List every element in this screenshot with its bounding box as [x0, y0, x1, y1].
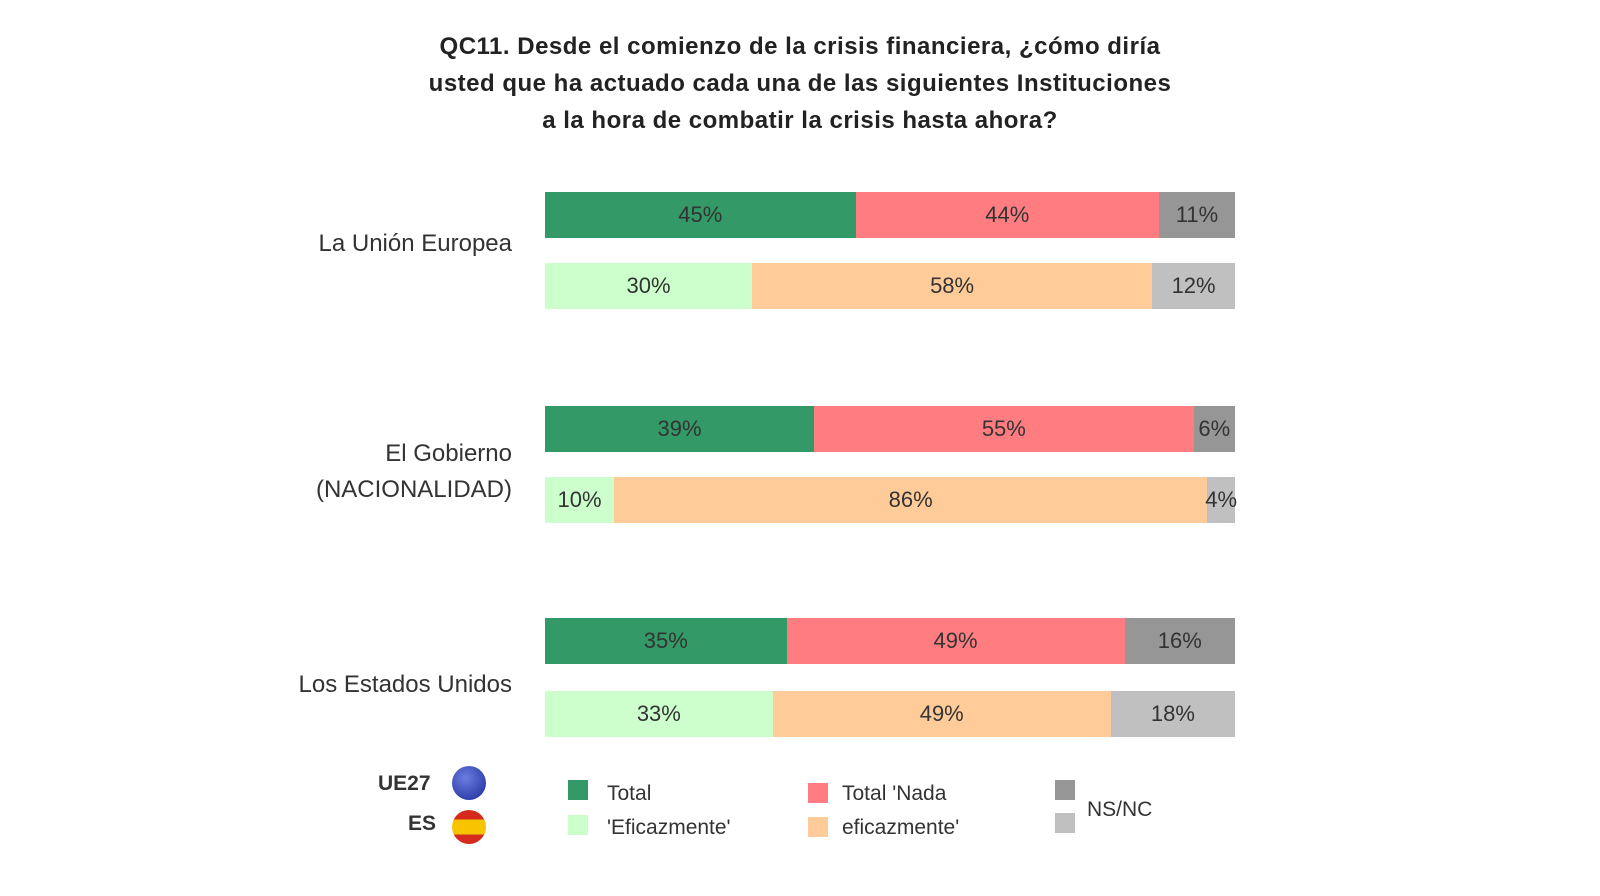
bar-es: 33% 49% 18% — [545, 691, 1235, 737]
legend-swatch — [808, 783, 828, 803]
bar-segment — [1193, 406, 1235, 452]
data-label: 86% — [888, 487, 933, 512]
title-line: QC11. Desde el comienzo de la crisis fin… — [439, 33, 1161, 60]
bar-ue27: 35% 49% 16% — [545, 618, 1235, 664]
data-label: 10% — [557, 487, 602, 512]
bar-segment — [1110, 691, 1235, 737]
bar-segment — [1207, 477, 1235, 523]
data-label: 30% — [626, 273, 671, 298]
eu-flag-icon — [452, 766, 486, 800]
bar-ue27: 45% 44% 11% — [545, 192, 1235, 238]
data-label: 49% — [919, 701, 964, 726]
bar-segment — [786, 618, 1125, 664]
category-label: Los Estados Unidos — [298, 671, 512, 698]
bar-segment — [545, 192, 856, 238]
data-label: 49% — [933, 628, 978, 653]
data-label: 6% — [1198, 416, 1231, 441]
legend-group-ue27: UE27 — [378, 772, 431, 795]
legend-swatch — [1055, 813, 1075, 833]
data-label: 55% — [981, 416, 1026, 441]
bar-segment — [772, 691, 1111, 737]
data-label: 4% — [1205, 487, 1238, 512]
bar-segment — [1124, 618, 1235, 664]
legend-label: 'Eficazmente' — [607, 816, 731, 839]
legend-swatch — [1055, 780, 1075, 800]
bar-segment — [545, 406, 815, 452]
bar-segment — [614, 477, 1208, 523]
title-line: a la hora de combatir la crisis hasta ah… — [542, 107, 1058, 134]
legend-label: eficazmente' — [842, 816, 960, 839]
legend-swatch — [568, 780, 588, 800]
bar-segment — [545, 618, 787, 664]
data-label: 44% — [985, 202, 1030, 227]
bar-segment — [855, 192, 1160, 238]
chart-title: QC11. Desde el comienzo de la crisis fin… — [300, 28, 1300, 139]
data-label: 18% — [1150, 701, 1195, 726]
bar-segment — [545, 691, 773, 737]
bar-es: 10% 86% 4% — [545, 477, 1237, 523]
bar-segment — [545, 477, 614, 523]
category-label: El Gobierno (NACIONALIDAD) — [315, 440, 512, 503]
legend-swatch — [568, 815, 588, 835]
bar-segment — [752, 263, 1153, 309]
data-label: 45% — [678, 202, 723, 227]
bar-segment — [814, 406, 1194, 452]
legend-label: Total — [607, 782, 652, 805]
data-label: 16% — [1157, 628, 1202, 653]
bar-ue27: 39% 55% 6% — [545, 406, 1235, 452]
bar-segment — [545, 263, 752, 309]
data-label: 35% — [643, 628, 688, 653]
data-label: 58% — [930, 273, 975, 298]
data-label: 33% — [636, 701, 681, 726]
bar-es: 30% 58% 12% — [545, 263, 1235, 309]
title-line: usted que ha actuado cada una de las sig… — [428, 70, 1172, 97]
bar-segment — [1159, 192, 1235, 238]
legend-swatch — [808, 817, 828, 837]
legend-label: NS/NC — [1087, 798, 1153, 821]
category-label: La Unión Europea — [318, 230, 512, 257]
data-label: 11% — [1175, 202, 1219, 227]
data-label: 12% — [1171, 273, 1216, 298]
data-label: 39% — [657, 416, 702, 441]
spain-flag-icon — [452, 810, 486, 844]
legend-label: Total 'Nada — [842, 782, 947, 805]
legend-group-es: ES — [408, 812, 437, 835]
bar-segment — [1152, 263, 1235, 309]
